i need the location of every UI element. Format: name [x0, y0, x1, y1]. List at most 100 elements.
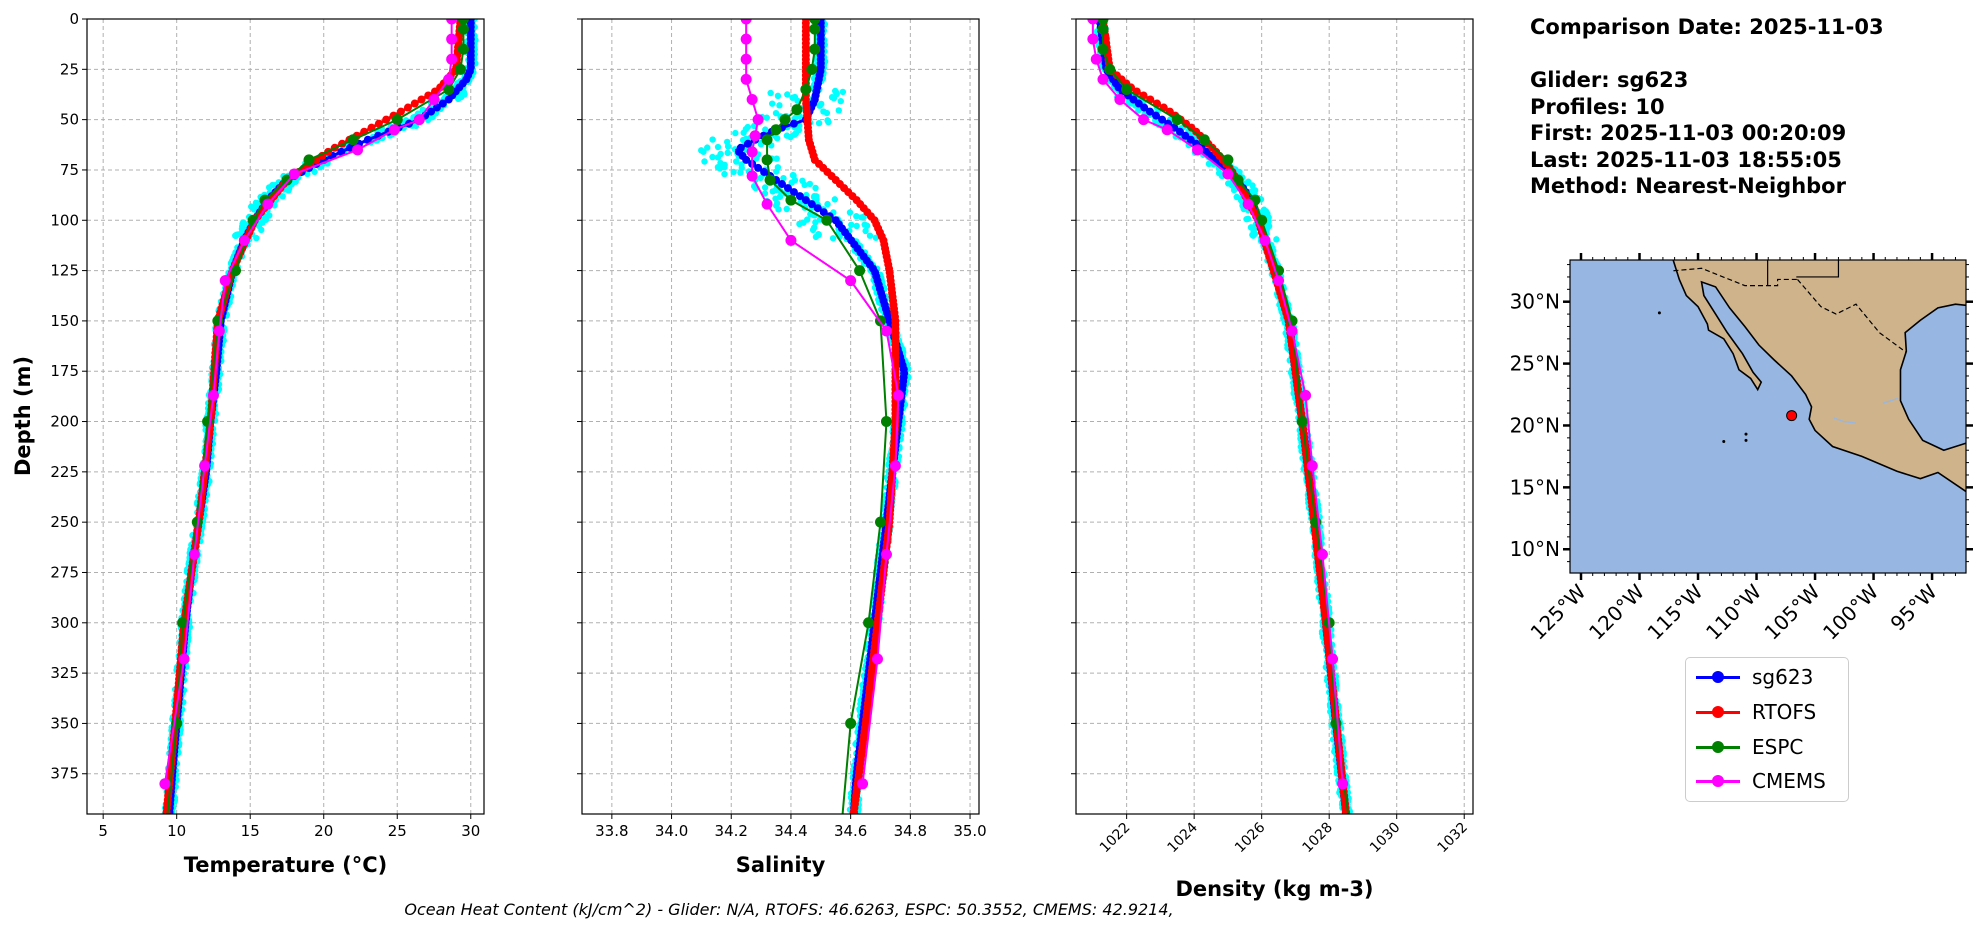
- lat-tick-label: 25°N: [1510, 352, 1560, 376]
- series-marker-cmems: [1316, 548, 1328, 560]
- y-axis-label: Depth (m): [11, 356, 35, 476]
- glider-all-profiles-point: [813, 196, 820, 203]
- series-marker-cmems: [1161, 124, 1173, 136]
- plot-area: [582, 19, 979, 814]
- glider-all-profiles-point: [853, 213, 860, 220]
- map-features: [1657, 260, 1966, 493]
- x-tick-label: 34.0: [655, 822, 688, 840]
- glider-all-profiles-point: [853, 222, 860, 230]
- series-marker-espc: [880, 416, 892, 428]
- lat-tick-label: 30°N: [1510, 290, 1560, 314]
- series-marker-cmems: [388, 124, 400, 136]
- y-tick-label: 50: [60, 111, 79, 129]
- legend-item-espc: ESPC: [1696, 730, 1803, 764]
- glider-all-profiles-point: [853, 815, 859, 821]
- ocean-heat-content-note: Ocean Heat Content (kJ/cm^2) - Glider: N…: [404, 900, 1174, 919]
- glider-all-profiles-point: [789, 171, 797, 179]
- axes-frame: [1075, 18, 1474, 815]
- axes-frame: [581, 18, 980, 815]
- glider-all-profiles-point: [709, 153, 716, 161]
- plot-data: [1087, 19, 1355, 830]
- glider-all-profiles-point: [733, 158, 740, 165]
- series-marker-espc: [347, 134, 359, 146]
- series-marker-cmems: [1090, 53, 1102, 65]
- x-tick-label: 1030: [1367, 820, 1404, 857]
- axes-frame: [86, 18, 485, 815]
- series-marker-sg623: [1158, 115, 1167, 124]
- series-marker-cmems: [1087, 33, 1099, 45]
- glider-all-profiles-point: [830, 95, 838, 102]
- series-marker-espc: [785, 194, 797, 206]
- legend-label: sg623: [1752, 665, 1814, 689]
- y-tick-label: 275: [50, 563, 79, 581]
- island: [1657, 311, 1661, 315]
- series-marker-cmems: [188, 548, 200, 560]
- series-marker-cmems: [749, 130, 761, 142]
- glider-all-profiles-point: [839, 88, 847, 96]
- series-marker-sg623: [427, 107, 436, 116]
- glider-all-profiles-point: [774, 92, 782, 100]
- glider-all-profiles-point: [1243, 215, 1250, 223]
- glider-all-profiles-point: [837, 97, 844, 105]
- glider-all-profiles-point: [1250, 232, 1257, 239]
- series-marker-sg623: [1152, 111, 1161, 120]
- glider-all-profiles-point: [724, 143, 732, 150]
- series-marker-espc: [761, 134, 773, 146]
- series-marker-sg623: [743, 139, 752, 148]
- glider-all-profiles-point: [455, 95, 462, 103]
- series-marker-espc: [1256, 214, 1268, 226]
- series-marker-espc: [457, 19, 469, 25]
- glider-all-profiles-point: [730, 168, 737, 176]
- series-marker-cmems: [1242, 198, 1254, 210]
- x-tick-label: 34.6: [834, 822, 867, 840]
- series-marker-sg623: [760, 167, 769, 176]
- x-tick-label: 34.4: [774, 822, 807, 840]
- y-tick-label: 200: [50, 413, 79, 431]
- series-marker-espc: [1344, 819, 1355, 830]
- glider-all-profiles-point: [783, 205, 790, 213]
- lon-tick-label: 110°W: [1701, 579, 1766, 644]
- series-marker-espc: [1097, 23, 1109, 35]
- glider-all-profiles-point: [824, 200, 831, 208]
- lon-tick-label: 95°W: [1886, 579, 1942, 635]
- series-marker-sg623: [813, 204, 822, 213]
- series-marker-espc: [1121, 83, 1133, 95]
- legend-label: CMEMS: [1752, 769, 1826, 793]
- profile-panel-2: 1022 1024 1026 1028 1030 1032 Density (kg m-3): [1071, 18, 1474, 901]
- legend-label: RTOFS: [1752, 700, 1817, 724]
- series-marker-rtofs: [374, 119, 383, 128]
- series-marker-sg623: [1145, 107, 1154, 116]
- island: [1744, 432, 1748, 436]
- series-marker-espc: [821, 214, 833, 226]
- glider-all-profiles-point: [767, 89, 774, 97]
- glider-all-profiles-point: [721, 170, 728, 178]
- glider-name: Glider: sg623: [1530, 68, 1689, 92]
- series-marker-cmems: [892, 389, 904, 401]
- series-marker-espc: [863, 617, 875, 629]
- series-marker-espc: [1232, 174, 1244, 186]
- lon-tick-label: 120°W: [1584, 579, 1649, 644]
- series-marker-cmems: [288, 168, 300, 180]
- glider-all-profiles-point: [815, 119, 823, 127]
- series-marker-cmems: [159, 778, 171, 790]
- lon-tick-label: 105°W: [1760, 579, 1825, 644]
- series-marker-rtofs: [403, 103, 412, 112]
- glider-all-profiles-point: [825, 118, 832, 126]
- x-tick-label: 25: [388, 822, 407, 840]
- x-tick-label: 35.0: [953, 822, 986, 840]
- series-marker-espc: [800, 83, 812, 95]
- glider-all-profiles-point: [773, 155, 780, 162]
- x-tick-label: 33.8: [595, 822, 628, 840]
- series-marker-sg623: [795, 192, 804, 201]
- x-tick-label: 1022: [1097, 820, 1134, 857]
- series-marker-espc: [443, 83, 455, 95]
- glider-all-profiles-point: [714, 143, 722, 151]
- series-marker-sg623: [742, 155, 751, 164]
- glider-all-profiles-point: [169, 815, 175, 821]
- series-marker-cmems: [740, 73, 752, 85]
- plot-data: [159, 19, 479, 821]
- series-marker-cmems: [1300, 389, 1312, 401]
- y-tick-label: 225: [50, 463, 79, 481]
- series-marker-rtofs: [162, 812, 170, 814]
- glider-all-profiles-point: [812, 219, 819, 226]
